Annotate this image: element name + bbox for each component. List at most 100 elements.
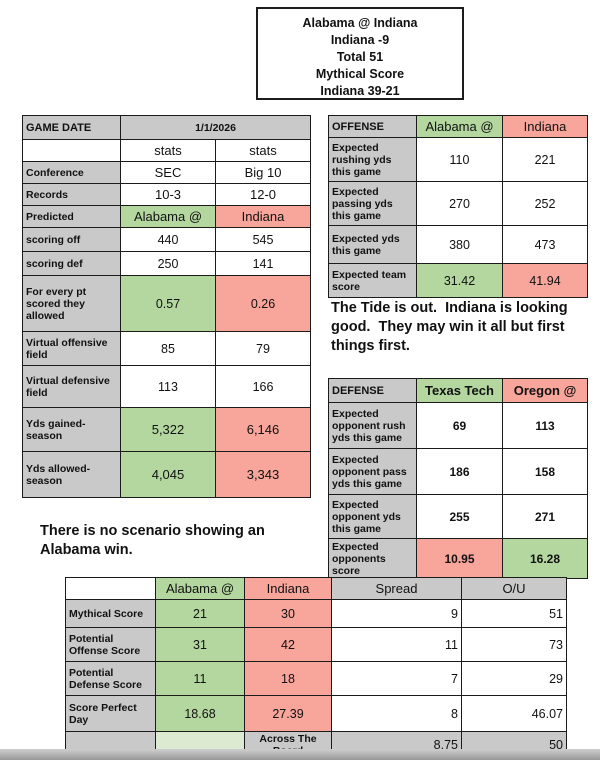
summary-total-line: Total 51 <box>336 50 384 64</box>
spread-cell: 9 <box>331 599 462 628</box>
ou-cell: 73 <box>461 627 567 662</box>
team-b-cell: 6,146 <box>215 407 311 452</box>
summary-mythical-score: Indiana 39-21 <box>320 84 400 98</box>
score-projection-table: Alabama @ Indiana Spread O/U Mythical Sc… <box>65 577 567 759</box>
pts-per-allowed-row: For every pt scored they allowed 0.57 0.… <box>22 275 311 332</box>
team-b-cell: 252 <box>502 181 588 226</box>
row-label-cell: Yds gained-season <box>22 407 121 452</box>
game-summary-box: Alabama @ Indiana Indiana -9 Total 51 My… <box>256 7 464 100</box>
team-b-header-cell: Indiana <box>502 115 588 138</box>
team-a-cell: SEC <box>120 161 216 184</box>
team-b-cell: Big 10 <box>215 161 311 184</box>
row-label-cell: Potential Offense Score <box>65 627 156 662</box>
summary-spread-line: Indiana -9 <box>330 33 390 47</box>
virtual-offensive-field-row: Virtual offensive field 85 79 <box>22 331 311 366</box>
team-a-cell: 255 <box>416 494 503 539</box>
row-label-cell: Predicted <box>22 205 121 228</box>
team-b-cell: 79 <box>215 331 311 366</box>
game-date-row: GAME DATE 1/1/2026 <box>22 115 311 140</box>
opponents-score-row: Expected opponents score 10.95 16.28 <box>328 538 588 579</box>
game-date-label-cell: GAME DATE <box>22 115 121 140</box>
predicted-row: Predicted Alabama @ Indiana <box>22 205 311 228</box>
team-a-cell: 440 <box>120 227 216 252</box>
score-header-row: Alabama @ Indiana Spread O/U <box>65 577 567 600</box>
expected-passing-row: Expected passing yds this game 270 252 <box>328 181 588 226</box>
row-label-cell: Expected rushing yds this game <box>328 137 417 182</box>
row-label-cell: Expected opponent rush yds this game <box>328 402 417 449</box>
team-b-cell: Indiana <box>215 205 311 228</box>
score-perfect-day-row: Score Perfect Day 18.68 27.39 8 46.07 <box>65 695 567 732</box>
scoring-off-row: scoring off 440 545 <box>22 227 311 252</box>
team-a-cell: 113 <box>120 365 216 408</box>
team-a-header-cell: Alabama @ <box>416 115 503 138</box>
stats-header-row: stats stats <box>22 139 311 162</box>
team-a-cell: 10.95 <box>416 538 503 579</box>
defense-table: DEFENSE Texas Tech Oregon @ Expected opp… <box>328 378 588 579</box>
conference-row: Conference SEC Big 10 <box>22 161 311 184</box>
row-label-cell: Expected team score <box>328 263 417 298</box>
team-b-cell: 221 <box>502 137 588 182</box>
row-label-cell: For every pt scored they allowed <box>22 275 121 332</box>
summary-mythical-label: Mythical Score <box>315 67 405 81</box>
team-a-cell: 5,322 <box>120 407 216 452</box>
team-a-header-cell: Texas Tech <box>416 378 503 403</box>
spread-cell: 8 <box>331 695 462 732</box>
game-date-value-cell: 1/1/2026 <box>120 115 311 140</box>
scenario-note: There is no scenario showing an Alabama … <box>40 523 269 558</box>
team-b-cell: 0.26 <box>215 275 311 332</box>
team-a-cell: 380 <box>416 225 503 264</box>
row-label-cell: Records <box>22 183 121 206</box>
team-a-cell: 110 <box>416 137 503 182</box>
team-a-cell: 11 <box>155 661 245 696</box>
spread-cell: 7 <box>331 661 462 696</box>
row-label-cell: Expected opponents score <box>328 538 417 579</box>
team-b-cell: 16.28 <box>502 538 588 579</box>
team-b-cell: 12-0 <box>215 183 311 206</box>
offense-title-cell: OFFENSE <box>328 115 417 138</box>
expected-rushing-row: Expected rushing yds this game 110 221 <box>328 137 588 182</box>
row-label-cell: Virtual offensive field <box>22 331 121 366</box>
team-b-header-cell: Indiana <box>244 577 332 600</box>
team-b-cell: 27.39 <box>244 695 332 732</box>
team-a-cell: 0.57 <box>120 275 216 332</box>
row-label-cell: Virtual defensive field <box>22 365 121 408</box>
team-b-cell: 271 <box>502 494 588 539</box>
expected-team-score-row: Expected team score 31.42 41.94 <box>328 263 588 298</box>
mythical-score-row: Mythical Score 21 30 9 51 <box>65 599 567 628</box>
row-label-cell: Score Perfect Day <box>65 695 156 732</box>
row-label-cell: scoring def <box>22 251 121 276</box>
defense-header-row: DEFENSE Texas Tech Oregon @ <box>328 378 588 403</box>
team-b-header-cell: Oregon @ <box>502 378 588 403</box>
ou-cell: 51 <box>461 599 567 628</box>
team-a-cell: 4,045 <box>120 451 216 498</box>
records-row: Records 10-3 12-0 <box>22 183 311 206</box>
team-b-cell: 166 <box>215 365 311 408</box>
team-a-cell: 10-3 <box>120 183 216 206</box>
virtual-defensive-field-row: Virtual defensive field 113 166 <box>22 365 311 408</box>
potential-offense-row: Potential Offense Score 31 42 11 73 <box>65 627 567 662</box>
ou-cell: 46.07 <box>461 695 567 732</box>
potential-defense-row: Potential Defense Score 11 18 7 29 <box>65 661 567 696</box>
team-b-cell: 3,343 <box>215 451 311 498</box>
team-a-cell: 186 <box>416 448 503 495</box>
empty-label-cell <box>22 139 121 162</box>
row-label-cell: Conference <box>22 161 121 184</box>
offense-header-row: OFFENSE Alabama @ Indiana <box>328 115 588 138</box>
game-stats-table: GAME DATE 1/1/2026 stats stats Conferenc… <box>22 115 311 498</box>
expected-yds-row: Expected yds this game 380 473 <box>328 225 588 264</box>
yds-gained-row: Yds gained-season 5,322 6,146 <box>22 407 311 452</box>
team-b-cell: 41.94 <box>502 263 588 298</box>
team-b-cell: 113 <box>502 402 588 449</box>
team-a-cell: 31.42 <box>416 263 503 298</box>
tide-note: The Tide is out. Indiana is looking good… <box>331 300 572 354</box>
yds-allowed-row: Yds allowed-season 4,045 3,343 <box>22 451 311 498</box>
stats-a-cell: stats <box>120 139 216 162</box>
ou-cell: 29 <box>461 661 567 696</box>
spread-header-cell: Spread <box>331 577 462 600</box>
team-a-cell: 270 <box>416 181 503 226</box>
team-b-cell: 473 <box>502 225 588 264</box>
row-label-cell: Expected yds this game <box>328 225 417 264</box>
team-b-cell: 30 <box>244 599 332 628</box>
opponent-yds-row: Expected opponent yds this game 255 271 <box>328 494 588 539</box>
team-a-cell: 85 <box>120 331 216 366</box>
